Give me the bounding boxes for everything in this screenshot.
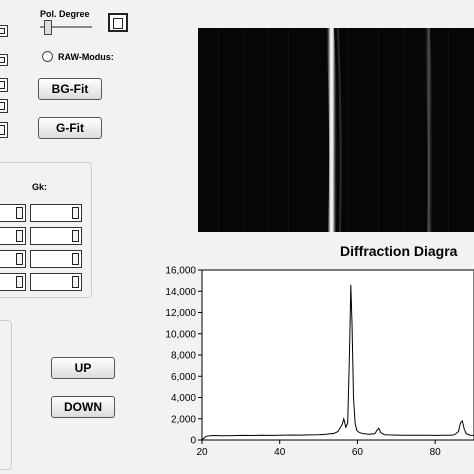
param-field-5[interactable] <box>0 122 8 138</box>
x-tick-label: 60 <box>352 447 364 458</box>
y-tick-label: 6,000 <box>171 372 196 383</box>
plot-area <box>201 269 474 441</box>
gk-left-field-3[interactable] <box>0 250 26 268</box>
param-field-3[interactable] <box>0 78 8 92</box>
param-field-4[interactable] <box>0 99 8 113</box>
detector-rings-graphic <box>198 28 474 232</box>
gk-left-field-1[interactable] <box>0 204 26 222</box>
y-tick-label: 4,000 <box>171 393 196 404</box>
gk-right-field-3[interactable] <box>30 250 82 268</box>
diffraction-chart: 0 2,000 4,000 6,000 8,000 10,000 12,000 14,000 1… <box>165 266 474 458</box>
plot-title: Diffraction Diagra <box>340 243 458 259</box>
series-line-0 <box>201 284 474 441</box>
x-tick-label: 80 <box>430 447 442 458</box>
y-tick-label: 2,000 <box>171 414 196 425</box>
y-tick-label: 14,000 <box>165 287 196 298</box>
y-tick-label: 0 <box>190 436 196 447</box>
down-button[interactable]: DOWN <box>51 396 115 418</box>
gk-right-field-1[interactable] <box>30 204 82 222</box>
gk-label: Gk: <box>32 182 48 192</box>
pol-degree-label: Pol. Degree <box>40 9 90 19</box>
y-tick-label: 12,000 <box>165 308 196 319</box>
g-fit-button[interactable]: G-Fit <box>38 117 102 139</box>
raw-mode-label: RAW-Modus: <box>58 52 114 62</box>
gk-panel <box>0 162 92 298</box>
detector-image <box>198 28 474 232</box>
y-tick-label: 10,000 <box>165 329 196 340</box>
gk-left-field-4[interactable] <box>0 273 26 291</box>
raw-mode-radio[interactable] <box>42 51 53 62</box>
gk-right-field-2[interactable] <box>30 227 82 245</box>
param-field-2[interactable] <box>0 54 8 66</box>
navigation-panel <box>0 320 12 470</box>
gk-left-field-2[interactable] <box>0 227 26 245</box>
gk-right-field-4[interactable] <box>30 273 82 291</box>
y-tick-label: 8,000 <box>171 351 196 362</box>
pol-degree-slider[interactable] <box>40 20 92 35</box>
x-tick-label: 40 <box>274 447 286 458</box>
pol-degree-box[interactable] <box>108 13 128 32</box>
y-tick-label: 16,000 <box>165 266 196 277</box>
bg-fit-button[interactable]: BG-Fit <box>38 78 102 100</box>
param-field-1[interactable] <box>0 25 8 37</box>
x-tick-label: 20 <box>196 447 208 458</box>
up-button[interactable]: UP <box>51 357 115 379</box>
